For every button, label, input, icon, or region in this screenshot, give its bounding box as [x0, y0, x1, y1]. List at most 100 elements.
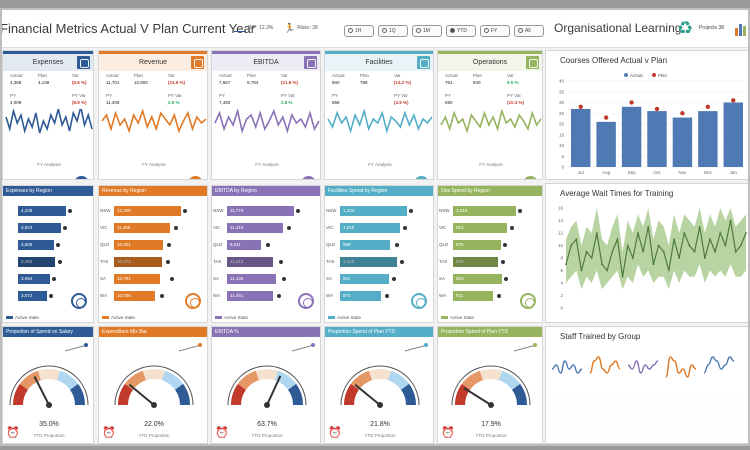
plan-marker: [408, 209, 413, 213]
filter-button-ytd[interactable]: YTD: [446, 25, 476, 37]
course-bar[interactable]: [596, 121, 616, 167]
filter-button-fy[interactable]: FY: [480, 25, 510, 37]
gauge-segment: [344, 383, 359, 405]
gauge-card-header: Proportion Spend of Plan YTD: [438, 327, 542, 337]
var-value: (23.6 %): [168, 80, 186, 85]
chart-link-icon[interactable]: [526, 56, 539, 69]
region-bar[interactable]: 1,010: [340, 223, 400, 233]
plan-marker: [287, 226, 292, 230]
gauge-segment: [255, 369, 279, 381]
region-bar[interactable]: 3,605: [18, 240, 55, 250]
course-bar[interactable]: [647, 111, 667, 167]
kpi-rp-text: R/P: 12.3%: [248, 24, 274, 31]
actual-value: 900: [332, 80, 340, 85]
region-bar[interactable]: 811: [453, 291, 493, 301]
gauge-percent: 35.0%: [39, 421, 59, 428]
sparkline-path: [440, 109, 542, 134]
refresh-icon[interactable]: [74, 176, 89, 179]
filter-button-1q[interactable]: 1Q: [378, 25, 408, 37]
course-bar[interactable]: [698, 111, 718, 167]
region-bar[interactable]: 968: [340, 240, 391, 250]
course-bar[interactable]: [723, 102, 743, 168]
wait-point: [662, 250, 665, 253]
region-bar[interactable]: 10,374: [114, 257, 162, 267]
y-tick: 14: [558, 218, 564, 223]
wait-point: [698, 225, 701, 228]
course-bar[interactable]: [571, 108, 591, 167]
region-bar[interactable]: 11,145: [227, 274, 276, 284]
legend-label: Active State: [111, 315, 136, 320]
region-bar[interactable]: 3,072: [18, 291, 47, 301]
region-bar[interactable]: 12,408: [114, 206, 181, 216]
region-bar[interactable]: 1,016: [453, 206, 516, 216]
y-tick: 0: [560, 306, 563, 311]
chart-link-icon[interactable]: [191, 56, 204, 69]
region-bar[interactable]: 1,104: [340, 206, 407, 216]
y-tick: 10: [559, 143, 565, 148]
region-bar[interactable]: 11,013: [227, 257, 274, 267]
gauge-percent: 17.9%: [481, 421, 501, 428]
chart-link-icon[interactable]: [77, 56, 90, 69]
region-label: NSW: [100, 208, 111, 213]
chart-link-icon[interactable]: [417, 56, 430, 69]
refresh-icon[interactable]: [188, 176, 203, 179]
region-bar[interactable]: 11,774: [227, 206, 294, 216]
actual-value: 11,701: [106, 80, 120, 85]
region-label: TAS: [100, 259, 109, 264]
wait-point: [616, 238, 619, 241]
refresh-icon[interactable]: [301, 176, 316, 179]
region-bar[interactable]: 10,005: [114, 291, 155, 301]
gauge-hub: [488, 402, 494, 408]
gauge-segment: [231, 383, 246, 405]
plan-marker: [182, 209, 187, 213]
chart-link-icon[interactable]: [304, 56, 317, 69]
region-bar[interactable]: 11,451: [227, 291, 274, 301]
var-label: Var: [281, 73, 288, 78]
filter-button-1m[interactable]: 1M: [412, 25, 442, 37]
region-bar[interactable]: 871: [340, 291, 381, 301]
gauge-needle: [33, 376, 50, 406]
region-bar[interactable]: 10,791: [114, 274, 161, 284]
region-bar[interactable]: 11,465: [114, 223, 170, 233]
x-tick: Jan: [730, 170, 738, 175]
plan-marker: [295, 209, 300, 213]
region-bar[interactable]: 3,094: [18, 274, 51, 284]
var-label: Var: [394, 73, 401, 78]
region-bar[interactable]: 829: [453, 257, 498, 267]
py-var-label: PY Var: [281, 93, 295, 98]
legend-label: Active State: [450, 315, 475, 320]
plan-marker: [174, 226, 179, 230]
region-bar-value: 10,401: [117, 242, 131, 247]
filter-button-1h[interactable]: 1H: [344, 25, 374, 37]
plan-dot: [629, 100, 634, 105]
region-bar[interactable]: 876: [453, 240, 501, 250]
region-bar[interactable]: 11,415: [227, 223, 283, 233]
refresh-icon[interactable]: [414, 176, 429, 179]
region-bar-value: 9,211: [230, 242, 241, 247]
filter-label: All: [525, 28, 531, 34]
y-tick: 12: [558, 231, 564, 236]
legend-label: Active State: [224, 315, 249, 320]
course-bar[interactable]: [672, 117, 693, 167]
plan-label: Plan: [247, 73, 257, 78]
alarm-clock-icon: ⏰: [6, 427, 20, 439]
region-bar[interactable]: 1,125: [340, 257, 398, 267]
region-bar[interactable]: 9,211: [227, 240, 261, 250]
region-bar-value: 11,145: [230, 276, 244, 281]
region-label: WA: [439, 293, 447, 298]
region-bar[interactable]: 10,401: [114, 240, 163, 250]
region-bar[interactable]: 913: [453, 223, 508, 233]
legend-plan: Plan: [658, 73, 668, 78]
refresh-icon[interactable]: [523, 176, 538, 179]
region-bar[interactable]: 911: [340, 274, 389, 284]
region-bar[interactable]: 853: [453, 274, 502, 284]
region-card-ebitda: EBITDA by Region NSW 11,774 VIC 11,415 QLD 9,2…: [211, 185, 321, 323]
wait-point: [709, 238, 711, 241]
gauge-segment: [237, 370, 259, 390]
region-bar[interactable]: 3,923: [18, 223, 61, 233]
filter-button-all[interactable]: All: [514, 25, 544, 37]
region-bar[interactable]: 4,228: [18, 206, 66, 216]
plan-label: Plan: [473, 73, 483, 78]
region-bar[interactable]: 3,492: [18, 257, 56, 267]
course-bar[interactable]: [621, 106, 642, 167]
